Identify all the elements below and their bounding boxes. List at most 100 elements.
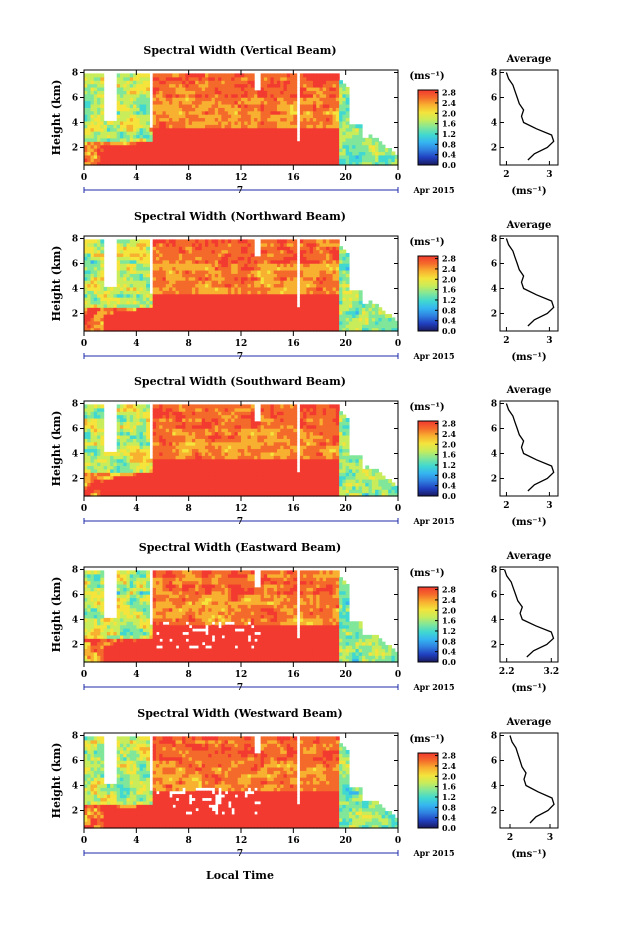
month-label: Apr 2015 — [412, 848, 454, 858]
colorbar-tick-label: 1.6 — [442, 119, 456, 129]
colorbar-unit: (ms⁻¹) — [409, 402, 444, 413]
y-axis-title: Height (km) — [50, 411, 63, 487]
y-tick-label: 2 — [72, 475, 78, 485]
x-tick-label: 0 — [81, 836, 87, 846]
average-title: Average — [506, 54, 552, 65]
avg-x-tick-label: 3 — [546, 501, 552, 511]
colorbar-tick-label: 0.0 — [442, 326, 456, 336]
avg-x-tick-label: 3 — [546, 336, 552, 346]
date-label: 7 — [237, 186, 243, 196]
x-tick-label: 0 — [81, 670, 87, 680]
y-tick-label: 4 — [72, 119, 78, 129]
panel-title: Spectral Width (Northward Beam) — [134, 210, 346, 223]
y-tick-label: 4 — [72, 616, 78, 626]
colorbar-frame — [417, 420, 439, 497]
average-title: Average — [506, 717, 552, 728]
avg-x-tick-label: 3 — [546, 170, 552, 180]
colorbar-unit: (ms⁻¹) — [409, 237, 444, 248]
colorbar — [418, 90, 438, 165]
colorbar-tick-label: 1.2 — [442, 792, 456, 802]
x-tick-label: 0 — [81, 339, 87, 349]
average-profile-line — [509, 735, 555, 824]
panel-1: Spectral Width (Vertical Beam)0 4 8 12 16 20 0… — [50, 44, 559, 197]
y-tick-label: 2 — [72, 641, 78, 651]
average-x-title: (ms⁻¹) — [511, 186, 546, 197]
x-tick-label: 0 — [81, 504, 87, 514]
colorbar-tick-label: 0.4 — [442, 813, 456, 823]
colorbar-frame — [417, 255, 439, 332]
avg-x-tick-label: 2.2 — [499, 667, 515, 677]
y-tick-label: 6 — [72, 260, 78, 270]
colorbar-tick-label: 2.4 — [442, 761, 456, 771]
colorbar-tick-label: 1.6 — [442, 285, 456, 295]
x-tick-label: 16 — [287, 173, 300, 183]
colorbar-tick-label: 2.4 — [442, 429, 456, 439]
colorbar-tick-label: 0.4 — [442, 316, 456, 326]
avg-y-tick-label: 2 — [491, 144, 497, 154]
y-axis-title: Height (km) — [50, 577, 63, 653]
colorbar-tick-label: 0.8 — [442, 636, 456, 646]
avg-x-tick-label: 2 — [507, 833, 513, 843]
x-tick-label: 16 — [287, 836, 300, 846]
x-tick-label: 16 — [287, 670, 300, 680]
y-tick-label: 8 — [72, 69, 78, 79]
month-label: Apr 2015 — [412, 682, 454, 692]
colorbar-tick-label: 1.2 — [442, 626, 456, 636]
month-label: Apr 2015 — [412, 516, 454, 526]
y-tick-label: 8 — [72, 732, 78, 742]
panel-2: Spectral Width (Northward Beam)0 4 8 12 16 20… — [50, 210, 559, 363]
average-profile-line — [505, 72, 555, 161]
month-label: Apr 2015 — [412, 351, 454, 361]
colorbar-tick-label: 2.0 — [442, 771, 456, 781]
avg-y-tick-label: 6 — [491, 425, 497, 435]
avg-y-tick-label: 2 — [491, 641, 497, 651]
x-axis-title: Local Time — [206, 869, 274, 882]
colorbar-tick-label: 0.8 — [442, 802, 456, 812]
x-tick-label: 16 — [287, 504, 300, 514]
avg-y-tick-label: 4 — [491, 285, 497, 295]
colorbar-tick-label: 1.2 — [442, 460, 456, 470]
average-profile-line — [505, 403, 555, 492]
avg-x-tick-label: 2 — [503, 501, 509, 511]
x-tick-label: 20 — [339, 670, 352, 680]
x-tick-label: 20 — [339, 173, 352, 183]
heatmap — [84, 404, 399, 497]
colorbar-tick-label: 0.0 — [442, 491, 456, 501]
date-label: 7 — [237, 849, 243, 859]
panel-title: Spectral Width (Eastward Beam) — [139, 541, 341, 554]
average-x-title: (ms⁻¹) — [511, 849, 546, 860]
x-tick-label: 0 — [81, 173, 87, 183]
colorbar-tick-label: 0.4 — [442, 481, 456, 491]
avg-x-tick-label: 3.2 — [543, 667, 559, 677]
colorbar-tick-label: 2.0 — [442, 439, 456, 449]
colorbar — [418, 587, 438, 662]
avg-y-tick-label: 4 — [491, 616, 497, 626]
colorbar — [418, 256, 438, 331]
colorbar-tick-label: 0.0 — [442, 657, 456, 667]
y-axis-title: Height (km) — [50, 743, 63, 819]
colorbar-tick-label: 1.6 — [442, 782, 456, 792]
colorbar-tick-label: 2.8 — [442, 419, 456, 429]
colorbar-tick-label: 1.6 — [442, 616, 456, 626]
heatmap — [84, 73, 399, 166]
avg-y-tick-label: 8 — [491, 732, 497, 742]
average-profile-line — [505, 238, 555, 327]
x-tick-label: 20 — [339, 836, 352, 846]
avg-y-tick-label: 8 — [491, 566, 497, 576]
x-tick-label: 20 — [339, 504, 352, 514]
y-tick-label: 6 — [72, 425, 78, 435]
x-tick-label: 12 — [235, 173, 248, 183]
y-tick-label: 6 — [72, 94, 78, 104]
y-tick-label: 4 — [72, 782, 78, 792]
y-axis-title: Height (km) — [50, 246, 63, 322]
colorbar-tick-label: 0.8 — [442, 470, 456, 480]
colorbar-tick-label: 2.4 — [442, 98, 456, 108]
colorbar-tick-label: 0.8 — [442, 305, 456, 315]
colorbar-tick-label: 0.0 — [442, 823, 456, 833]
colorbar-tick-label: 1.2 — [442, 295, 456, 305]
average-x-title: (ms⁻¹) — [511, 683, 546, 694]
colorbar-tick-label: 0.0 — [442, 160, 456, 170]
avg-x-tick-label: 2 — [503, 170, 509, 180]
colorbar-tick-label: 2.4 — [442, 264, 456, 274]
x-tick-label: 8 — [186, 670, 192, 680]
